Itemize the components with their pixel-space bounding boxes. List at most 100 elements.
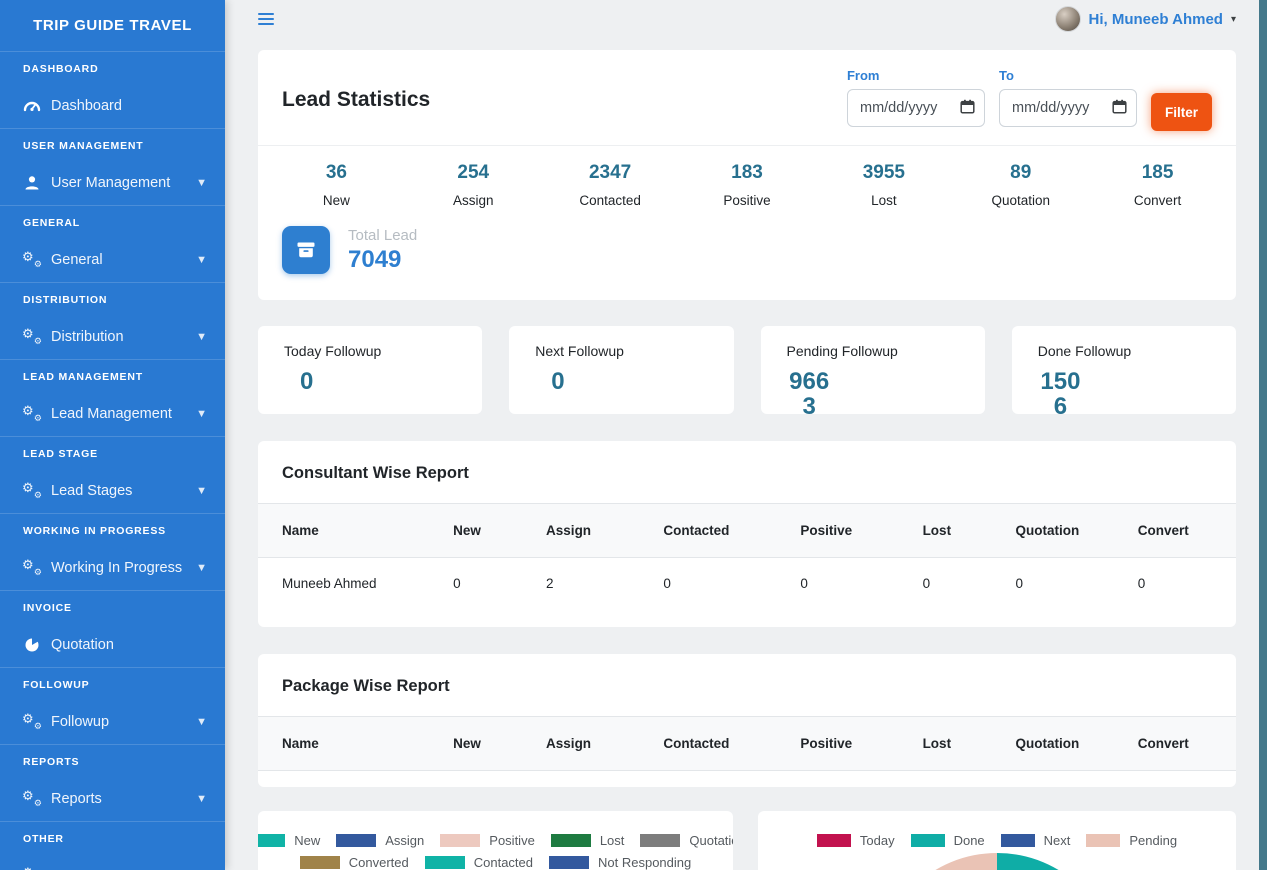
sidebar-item-reports[interactable]: ⚙ ⚙ Reports ▼: [0, 781, 225, 817]
total-lead-label: Total Lead: [348, 226, 418, 244]
legend-swatch: [336, 834, 377, 847]
stat-positive: 183 Positive: [679, 162, 816, 208]
legend-item-next[interactable]: Next: [1000, 833, 1070, 848]
table-row: Muneeb Ahmed 0 2 0 0 0 0 0: [258, 558, 1236, 609]
sidebar-section-other: OTHER ⚙⚙: [0, 821, 225, 870]
stat-label: Assign: [453, 193, 494, 208]
sidebar-section-distribution: DISTRIBUTION ⚙ ⚙ Distribution ▼: [0, 282, 225, 359]
stat-convert: 185 Convert: [1089, 162, 1226, 208]
gears-icon: ⚙⚙: [22, 557, 42, 577]
section-heading: GENERAL: [23, 217, 80, 229]
followup-label: Next Followup: [535, 343, 624, 359]
followup-value: 9663: [789, 368, 830, 421]
legend-item-today[interactable]: Today: [816, 833, 895, 848]
cell-quotation: 0: [1015, 576, 1023, 591]
legend-swatch: [550, 834, 591, 847]
stat-label: New: [322, 193, 350, 208]
legend-swatch: [424, 856, 465, 869]
sidebar-item-distribution[interactable]: ⚙ ⚙ Distribution ▼: [0, 319, 225, 355]
lead-chart-legend: New Assign Positive Lost: [258, 811, 733, 870]
sidebar-item-dashboard[interactable]: Dashboard: [0, 88, 225, 124]
sidebar-section-lead-stage: LEAD STAGE ⚙ ⚙ Lead Stages ▼: [0, 436, 225, 513]
chevron-down-icon: ▼: [196, 331, 207, 343]
done-followup-card: Done Followup 1506: [1011, 326, 1236, 419]
followup-label: Pending Followup: [786, 343, 898, 359]
col-header: Contacted: [663, 736, 730, 751]
legend-item-quotation[interactable]: Quotation: [640, 833, 733, 848]
col-header: Positive: [800, 523, 853, 538]
sidebar-item-working-in-progress[interactable]: ⚙ ⚙ Working In Progress ▼: [0, 550, 225, 586]
stat-label: Contacted: [579, 193, 641, 208]
legend-swatch: [440, 834, 481, 847]
stat-contacted: 2347 Contacted: [542, 162, 679, 208]
user-dropdown[interactable]: Hi, Muneeb Ahmed ▾: [1054, 6, 1236, 32]
section-heading: LEAD STAGE: [23, 448, 98, 460]
calendar-icon[interactable]: [1112, 99, 1127, 114]
sidebar-section-user-management: USER MANAGEMENT User Management ▼: [0, 128, 225, 205]
cell-positive: 0: [800, 576, 808, 591]
followup-chart-card: Today Done Next Pending: [758, 811, 1236, 870]
package-table: Name New Assign Contacted Positive Lost …: [258, 716, 1236, 787]
sidebar-item-general[interactable]: ⚙ ⚙ General ▼: [0, 242, 225, 278]
legend-label: Quotation: [689, 833, 733, 848]
legend-item-assign[interactable]: Assign: [336, 833, 424, 848]
topbar: Hi, Muneeb Ahmed ▾: [225, 0, 1267, 38]
consultant-table: Name New Assign Contacted Positive Lost …: [258, 503, 1236, 627]
sidebar-section-followup: FOLLOWUP ⚙ ⚙ Followup ▼: [0, 667, 225, 744]
sidebar-item-followup[interactable]: ⚙ ⚙ Followup ▼: [0, 704, 225, 740]
stat-assign: 254 Assign: [405, 162, 542, 208]
col-header: Quotation: [1015, 523, 1080, 538]
legend-item-not-responding[interactable]: Not Responding: [549, 855, 691, 870]
user-icon: [23, 174, 41, 192]
sidebar-item-label: User Management: [51, 175, 171, 191]
sidebar-item-lead-management[interactable]: ⚙ ⚙ Lead Management ▼: [0, 396, 225, 432]
stat-value: 254: [457, 162, 490, 183]
chevron-down-icon: ▼: [196, 716, 207, 728]
sidebar-item-label: Distribution: [51, 329, 124, 345]
calendar-icon[interactable]: [960, 99, 975, 114]
user-greeting: Hi, Muneeb Ahmed: [1088, 10, 1223, 28]
cell-convert: 0: [1137, 576, 1146, 591]
col-header: Convert: [1137, 736, 1189, 751]
sidebar-item-other[interactable]: ⚙⚙: [0, 858, 225, 870]
sidebar-item-user-management[interactable]: User Management ▼: [0, 165, 225, 201]
to-date-input[interactable]: [998, 89, 1137, 127]
legend-item-done[interactable]: Done: [910, 833, 985, 848]
gears-icon: ⚙⚙: [22, 865, 41, 870]
menu-toggle-button[interactable]: [258, 10, 274, 28]
col-header: New: [453, 523, 481, 538]
gears-icon: ⚙⚙: [22, 711, 42, 731]
legend-item-converted[interactable]: Converted: [299, 855, 409, 870]
legend-item-lost[interactable]: Lost: [550, 833, 625, 848]
section-heading: INVOICE: [23, 602, 72, 614]
legend-swatch: [640, 834, 681, 847]
legend-label: New: [294, 833, 321, 848]
brand-title: TRIP GUIDE TRAVEL: [33, 17, 192, 34]
legend-item-positive[interactable]: Positive: [440, 833, 535, 848]
section-heading: REPORTS: [23, 756, 80, 768]
vertical-scrollbar[interactable]: [1259, 0, 1267, 870]
from-date-input[interactable]: [846, 89, 985, 127]
cell-lost: 0: [922, 576, 931, 591]
legend-label: Lost: [599, 833, 625, 848]
cell-assign: 2: [546, 576, 554, 591]
sidebar-item-lead-stages[interactable]: ⚙ ⚙ Lead Stages ▼: [0, 473, 225, 509]
stat-label: Quotation: [991, 193, 1050, 208]
archive-box-icon: [282, 226, 330, 274]
stat-value: 3955: [862, 162, 905, 183]
col-header: New: [453, 736, 481, 751]
legend-swatch: [910, 834, 945, 847]
sidebar-item-quotation[interactable]: Quotation: [0, 627, 225, 663]
chevron-down-icon: ▼: [196, 408, 207, 420]
legend-label: Not Responding: [598, 855, 692, 870]
gauge-icon: [23, 97, 41, 115]
sidebar-section-dashboard: DASHBOARD Dashboard: [0, 51, 225, 128]
section-heading: FOLLOWUP: [23, 679, 90, 691]
legend-label: Done: [953, 833, 985, 848]
followup-chart-legend: Today Done Next Pending: [758, 811, 1236, 848]
legend-item-new[interactable]: New: [258, 833, 320, 848]
stat-quotation: 89 Quotation: [952, 162, 1089, 208]
legend-item-contacted[interactable]: Contacted: [424, 855, 533, 870]
filter-button[interactable]: Filter: [1150, 93, 1212, 131]
legend-item-pending[interactable]: Pending: [1086, 833, 1177, 848]
